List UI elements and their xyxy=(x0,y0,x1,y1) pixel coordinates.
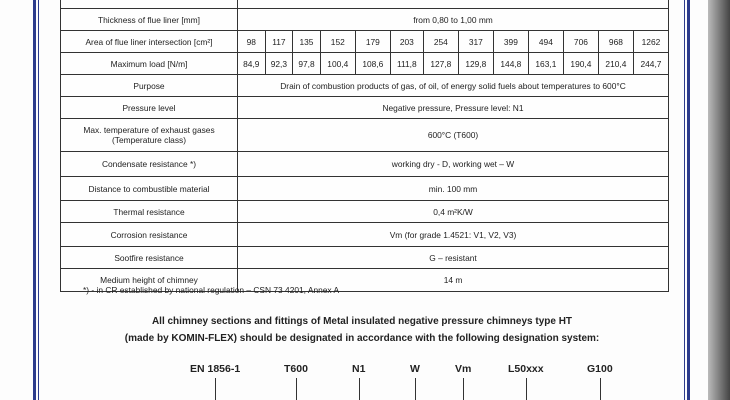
row-value: 14 m xyxy=(237,268,669,292)
table-row: Sootfire resistance G – resistant xyxy=(60,246,669,269)
load-cell: 92,3 xyxy=(264,52,294,75)
row-label: Sootfire resistance xyxy=(60,246,238,269)
area-cell: 254 xyxy=(422,30,459,53)
row-label: Area of flue liner intersection [cm²] xyxy=(60,30,238,53)
table-row: Purpose Drain of combustion products of g… xyxy=(60,74,669,97)
designation-line xyxy=(296,378,297,400)
area-cell: 494 xyxy=(527,30,564,53)
designation-code: G100 xyxy=(587,363,613,375)
table-row xyxy=(60,0,669,9)
designation-code: L50xxx xyxy=(508,363,544,375)
area-cell: 399 xyxy=(492,30,529,53)
row-label: Thickness of flue liner [mm] xyxy=(60,8,238,31)
page-border xyxy=(38,0,39,400)
area-cell: 317 xyxy=(457,30,494,53)
table-row: Condensate resistance *) working dry - D,… xyxy=(60,151,669,177)
designation-code: EN 1856-1 xyxy=(190,363,241,375)
load-cell: 244,7 xyxy=(632,52,670,75)
area-cell: 706 xyxy=(562,30,599,53)
area-cell: 98 xyxy=(237,30,266,53)
page-border xyxy=(687,0,690,400)
row-value: working dry - D, working wet – W xyxy=(237,151,669,177)
area-cell: 152 xyxy=(319,30,356,53)
heading-line-2: (made by KOMIN-FLEX) should be designate… xyxy=(124,333,600,344)
table-row: Thickness of flue liner [mm] from 0,80 t… xyxy=(60,8,669,31)
load-cell: 84,9 xyxy=(237,52,266,75)
page-border xyxy=(684,0,685,400)
scan-edge xyxy=(708,0,730,400)
designation-line xyxy=(358,378,360,400)
row-label: Condensate resistance *) xyxy=(60,151,238,177)
row-value: 600°C (T600) xyxy=(237,118,669,152)
area-cell: 135 xyxy=(292,30,321,53)
row-label: Medium height of chimney xyxy=(60,268,238,292)
load-cell: 108,6 xyxy=(354,52,391,75)
table-row: Maximum load [N/m] 84,9 92,3 97,8 100,4 108,… xyxy=(60,52,670,75)
area-cell: 203 xyxy=(389,30,424,53)
load-cell: 111,8 xyxy=(389,52,424,75)
load-cell: 144,8 xyxy=(492,52,529,75)
row-label: Distance to combustible material xyxy=(60,176,238,201)
load-cell: 210,4 xyxy=(597,52,634,75)
row-label: Thermal resistance xyxy=(60,200,238,223)
area-cell: 1262 xyxy=(632,30,670,53)
load-cell: 190,4 xyxy=(562,52,599,75)
area-cell: 179 xyxy=(354,30,391,53)
table-row: Max. temperature of exhaust gases (Tempe… xyxy=(60,118,669,152)
load-cell: 127,8 xyxy=(422,52,459,75)
area-cell: 117 xyxy=(264,30,294,53)
table-row: Corrosion resistance Vm (for grade 1.4521… xyxy=(60,222,669,247)
specification-table: Thickness of flue liner [mm] from 0,80 t… xyxy=(60,0,670,292)
table-row: Pressure level Negative pressure, Pressur… xyxy=(60,96,669,119)
row-label: Pressure level xyxy=(60,96,238,119)
row-value: Vm (for grade 1.4521: V1, V2, V3) xyxy=(237,222,669,247)
page-border xyxy=(33,0,36,400)
row-value: from 0,80 to 1,00 mm xyxy=(237,8,669,31)
footnote: *) - in CR established by national regul… xyxy=(83,285,340,295)
designation-line xyxy=(215,378,216,400)
load-cell: 129,8 xyxy=(457,52,494,75)
designation-line xyxy=(600,378,601,400)
table-row: Medium height of chimney 14 m xyxy=(60,268,669,292)
load-cell: 100,4 xyxy=(319,52,356,75)
table-row: Area of flue liner intersection [cm²] 98… xyxy=(60,30,670,53)
area-cell: 968 xyxy=(597,30,634,53)
load-cell: 163,1 xyxy=(527,52,564,75)
designation-line xyxy=(463,378,464,400)
designation-code: N1 xyxy=(352,363,366,375)
heading-line-1: All chimney sections and fittings of Met… xyxy=(151,316,573,327)
load-cell: 97,8 xyxy=(292,52,321,75)
row-value: 0,4 m²K/W xyxy=(237,200,669,223)
row-label: Maximum load [N/m] xyxy=(60,52,238,75)
designation-line xyxy=(415,378,416,400)
row-value: min. 100 mm xyxy=(237,176,669,201)
designation-code: Vm xyxy=(455,363,472,375)
table-row: Distance to combustible material min. 100… xyxy=(60,176,669,201)
row-label: Corrosion resistance xyxy=(60,222,238,247)
row-label: Purpose xyxy=(60,74,238,97)
row-value: Drain of combustion products of gas, of … xyxy=(237,74,669,97)
table-row: Thermal resistance 0,4 m²K/W xyxy=(60,200,669,223)
row-value: G – resistant xyxy=(237,246,669,269)
row-value: Negative pressure, Pressure level: N1 xyxy=(237,96,669,119)
designation-code: W xyxy=(410,363,420,375)
row-label: Max. temperature of exhaust gases (Tempe… xyxy=(60,118,238,152)
designation-line xyxy=(526,378,527,400)
designation-code: T600 xyxy=(284,363,308,375)
